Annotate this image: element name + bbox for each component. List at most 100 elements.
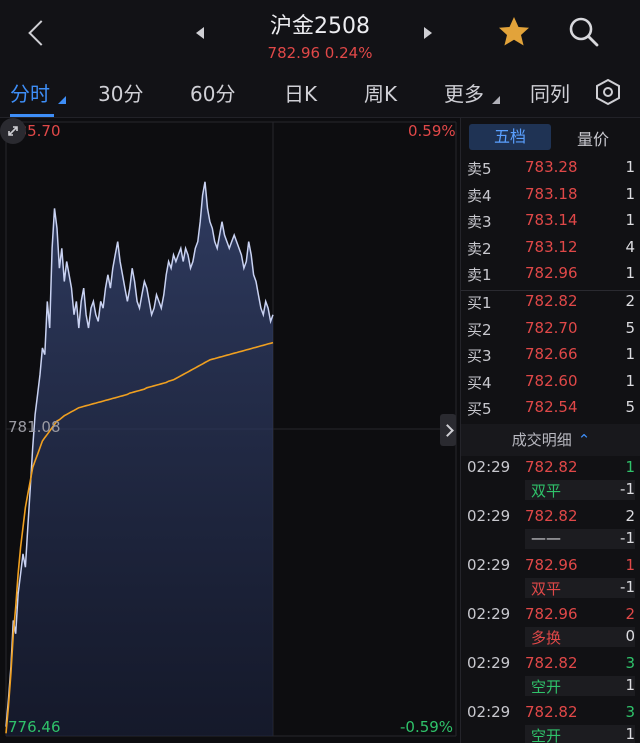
tab-same-list[interactable]: 同列: [530, 82, 570, 106]
level-qty: 4: [625, 237, 635, 256]
level-label: 卖1: [467, 266, 492, 284]
price-line: [5, 181, 274, 727]
bid-row[interactable]: 买5 782.54 5: [461, 398, 640, 424]
trade-type-bar: [525, 480, 635, 500]
bid-row[interactable]: 买3 782.66 1: [461, 345, 640, 371]
trade-time: 02:29: [467, 556, 511, 574]
tab-more[interactable]: 更多: [444, 82, 484, 106]
level-price: 782.82: [525, 292, 578, 310]
trade-type-bar: [525, 725, 635, 743]
expand-panel-icon[interactable]: [440, 414, 456, 446]
panel-tabs: 五档 量价: [461, 118, 640, 156]
trade-volume: 1: [625, 458, 635, 476]
tab-volume-price[interactable]: 量价: [577, 130, 610, 149]
tab-dropdown-icon: [58, 96, 66, 104]
trade-row: 02:29 782.82 3 空开 1: [461, 699, 640, 743]
period-tabs: 分时 30分 60分 日K 周K 更多 同列: [0, 64, 640, 118]
trade-price: 782.96: [525, 605, 578, 623]
bid-row[interactable]: 买1 782.82 2: [461, 292, 640, 318]
trade-time: 02:29: [467, 605, 511, 623]
level-label: 买3: [467, 347, 492, 365]
trade-type-bar: [525, 578, 635, 598]
settings-hex-icon[interactable]: [594, 78, 622, 106]
trade-price: 782.82: [525, 507, 578, 525]
price-change: 782.96 0.24%: [267, 44, 373, 62]
tab-intraday[interactable]: 分时: [10, 82, 50, 106]
average-line: [5, 341, 274, 734]
ask-row[interactable]: 卖2 783.12 4: [461, 238, 640, 264]
trade-volume: 2: [625, 507, 635, 525]
level-qty: 2: [625, 292, 635, 310]
ask-row[interactable]: 卖3 783.14 1: [461, 211, 640, 237]
level-label: 买4: [467, 373, 492, 392]
level-qty: 1: [625, 345, 635, 363]
level-qty: 5: [625, 398, 635, 416]
tab-five-levels[interactable]: 五档: [469, 124, 551, 150]
book-divider: [461, 290, 640, 291]
order-book-panel: 五档 量价 卖5 783.28 1 卖4 783.18 1 卖3 783.14 1 卖2 783.1…: [460, 118, 640, 743]
intraday-chart[interactable]: 785.70 0.59% 781.08 776.46 -0.59%: [0, 118, 460, 743]
trade-type: 空开: [531, 678, 562, 696]
trade-type-bar: [525, 627, 635, 647]
level-price: 782.70: [525, 318, 578, 337]
level-label: 买1: [467, 294, 492, 312]
page-title: 沪金2508: [270, 14, 370, 39]
ask-row[interactable]: 卖5 783.28 1: [461, 158, 640, 184]
ask-row[interactable]: 卖4 783.18 1: [461, 185, 640, 211]
trade-row: 02:29 782.82 3 空开 1: [461, 650, 640, 699]
level-price: 783.12: [525, 237, 578, 256]
trade-price: 782.96: [525, 556, 578, 574]
level-price: 782.54: [525, 398, 578, 416]
level-label: 卖2: [467, 239, 492, 258]
trade-oi-change: -1: [620, 529, 635, 547]
bid-row[interactable]: 买2 782.70 5: [461, 319, 640, 345]
trade-time: 02:29: [467, 458, 511, 476]
trade-oi-change: 0: [625, 627, 635, 645]
level-price: 783.18: [525, 184, 578, 203]
tab-weekly[interactable]: 周K: [364, 82, 398, 106]
trade-price: 782.82: [525, 703, 578, 721]
level-qty: 1: [625, 371, 635, 390]
trade-volume: 1: [625, 556, 635, 574]
price-low-label: 776.46: [8, 718, 61, 736]
trade-detail-header[interactable]: 成交明细 ⌃: [461, 424, 640, 456]
trade-type: ——: [531, 529, 561, 547]
fullscreen-icon[interactable]: [0, 118, 26, 144]
prev-contract-icon[interactable]: [196, 27, 204, 39]
level-qty: 5: [625, 318, 635, 337]
level-label: 卖4: [467, 186, 492, 205]
trade-volume: 3: [625, 703, 635, 721]
trade-price: 782.82: [525, 458, 578, 476]
tab-30min[interactable]: 30分: [98, 82, 144, 106]
favorite-star-icon[interactable]: [496, 14, 532, 50]
level-qty: 1: [625, 158, 635, 176]
trade-row: 02:29 782.96 1 双平 -1: [461, 552, 640, 601]
tab-underline: [10, 114, 54, 117]
level-price: 782.60: [525, 371, 578, 390]
trade-oi-change: 1: [625, 725, 635, 743]
level-label: 卖5: [467, 160, 492, 178]
more-dropdown-icon: [492, 96, 500, 104]
tab-60min[interactable]: 60分: [190, 82, 236, 106]
chevron-up-icon: ⌃: [577, 431, 591, 449]
level-qty: 1: [625, 184, 635, 203]
ask-row[interactable]: 卖1 782.96 1: [461, 264, 640, 290]
next-contract-icon[interactable]: [424, 27, 432, 39]
trade-oi-change: -1: [620, 578, 635, 596]
search-icon[interactable]: [566, 14, 602, 50]
price-area: [6, 181, 273, 737]
trade-row: 02:29 782.82 1 双平 -1: [461, 454, 640, 503]
trade-type: 空开: [531, 727, 562, 743]
pct-low-label: -0.59%: [400, 718, 454, 736]
tab-daily[interactable]: 日K: [284, 82, 318, 106]
level-price: 782.96: [525, 264, 578, 282]
level-qty: 1: [625, 211, 635, 229]
trade-detail-title: 成交明细: [511, 431, 572, 449]
trade-type-bar: [525, 529, 635, 549]
trade-oi-change: 1: [625, 676, 635, 694]
bid-row[interactable]: 买4 782.60 1: [461, 372, 640, 398]
trade-volume: 3: [625, 654, 635, 672]
trade-time: 02:29: [467, 703, 511, 721]
trade-type: 多换: [531, 629, 562, 647]
level-label: 卖3: [467, 213, 492, 231]
